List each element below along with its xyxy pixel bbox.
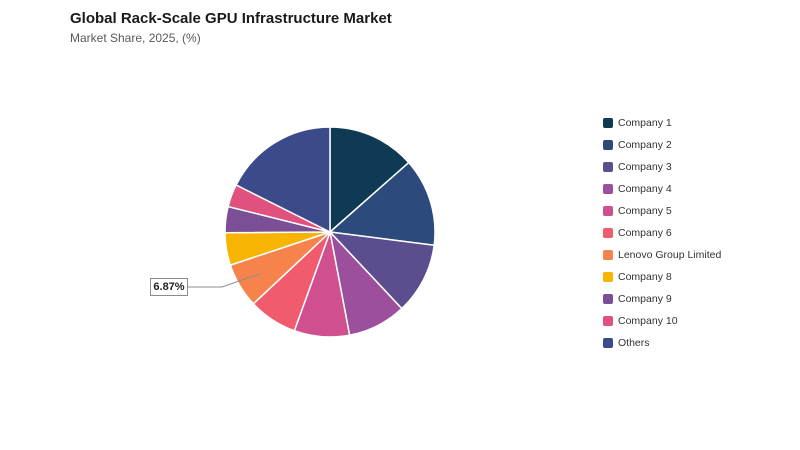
legend-label: Others bbox=[618, 337, 650, 349]
pie-slice-company-3 bbox=[328, 230, 436, 310]
legend-item[interactable]: Company 9 bbox=[603, 288, 721, 310]
legend-swatch bbox=[603, 118, 613, 128]
legend-swatch bbox=[603, 272, 613, 282]
legend-swatch bbox=[603, 294, 613, 304]
legend-swatch bbox=[603, 184, 613, 194]
legend-item[interactable]: Company 6 bbox=[603, 222, 721, 244]
legend-item[interactable]: Others bbox=[603, 332, 721, 354]
legend-swatch bbox=[603, 162, 613, 172]
pie-slice-others bbox=[235, 126, 331, 234]
legend-swatch bbox=[603, 228, 613, 238]
legend-label: Company 10 bbox=[618, 315, 678, 327]
callout-leader-line bbox=[188, 273, 260, 288]
legend-item[interactable]: Company 5 bbox=[603, 200, 721, 222]
legend-label: Company 6 bbox=[618, 227, 672, 239]
legend-label: Company 9 bbox=[618, 293, 672, 305]
legend-item[interactable]: Company 4 bbox=[603, 178, 721, 200]
legend-label: Company 3 bbox=[618, 161, 672, 173]
legend-label: Company 1 bbox=[618, 117, 672, 129]
legend-item[interactable]: Company 2 bbox=[603, 134, 721, 156]
pie-slice-company-2 bbox=[328, 161, 436, 247]
legend-swatch bbox=[603, 140, 613, 150]
legend-swatch bbox=[603, 250, 613, 260]
chart-legend: Company 1 Company 2 Company 3 Company 4 Comp… bbox=[603, 112, 721, 354]
legend-item[interactable]: Company 10 bbox=[603, 310, 721, 332]
chart-subtitle: Market Share, 2025, (%) bbox=[70, 31, 201, 45]
legend-swatch bbox=[603, 206, 613, 216]
lenovo-share-callout: 6.87% bbox=[150, 278, 188, 296]
legend-swatch bbox=[603, 338, 613, 348]
legend-item[interactable]: Lenovo Group Limited bbox=[603, 244, 721, 266]
legend-label: Lenovo Group Limited bbox=[618, 249, 722, 261]
legend-item[interactable]: Company 1 bbox=[603, 112, 721, 134]
pie-slice-company-1 bbox=[329, 126, 410, 234]
legend-swatch bbox=[603, 316, 613, 326]
legend-item[interactable]: Company 3 bbox=[603, 156, 721, 178]
legend-item[interactable]: Company 8 bbox=[603, 266, 721, 288]
legend-label: Company 4 bbox=[618, 183, 672, 195]
legend-label: Company 2 bbox=[618, 139, 672, 151]
legend-label: Company 8 bbox=[618, 271, 672, 283]
callout-label: 6.87% bbox=[153, 281, 185, 293]
legend-label: Company 5 bbox=[618, 205, 672, 217]
chart-title: Global Rack-Scale GPU Infrastructure Mar… bbox=[70, 10, 392, 27]
